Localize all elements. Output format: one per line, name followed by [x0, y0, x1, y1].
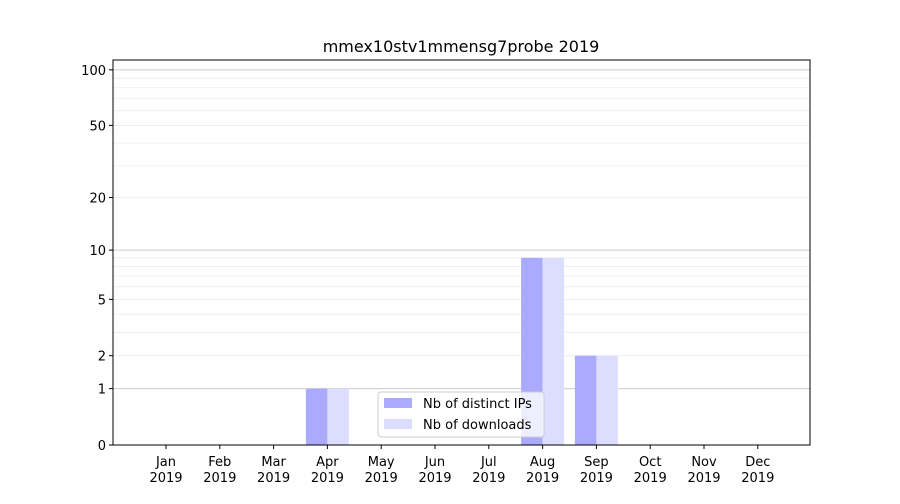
bar-downloads [327, 388, 349, 445]
x-tick-label-year: 2019 [311, 471, 344, 486]
x-tick-label: Jun [424, 455, 445, 470]
x-tick-label-year: 2019 [526, 471, 559, 486]
y-tick-label: 0 [98, 439, 106, 454]
x-tick-label-year: 2019 [418, 471, 451, 486]
chart-title: mmex10stv1mmensg7probe 2019 [323, 37, 600, 56]
x-tick-label: Mar [261, 455, 286, 470]
x-tick-label-year: 2019 [741, 471, 774, 486]
bar-downloads [596, 355, 618, 445]
x-tick-label: Jan [155, 455, 176, 470]
x-tick-label: Aug [530, 455, 555, 470]
x-tick-label: Apr [316, 455, 339, 470]
x-tick-label: Sep [584, 455, 609, 470]
plot-frame [112, 59, 811, 446]
legend-box [377, 391, 545, 438]
x-tick-label-year: 2019 [365, 471, 398, 486]
y-tick-label: 5 [98, 293, 106, 308]
x-tick-label: Nov [691, 455, 717, 470]
bar-distinct-ips [574, 355, 597, 445]
x-tick-label-year: 2019 [149, 471, 182, 486]
legend-swatch [384, 398, 412, 408]
y-tick-label: 100 [81, 64, 106, 79]
y-tick-label: 2 [98, 350, 106, 365]
legend-label: Nb of downloads [423, 418, 532, 433]
x-tick-label: Jul [480, 455, 497, 470]
bar-downloads [542, 257, 565, 445]
x-tick-label-year: 2019 [472, 471, 505, 486]
bar-distinct-ips [305, 388, 328, 445]
y-tick-label: 50 [89, 119, 106, 134]
x-tick-label: May [368, 455, 395, 470]
legend-swatch [384, 419, 412, 429]
x-tick-label-year: 2019 [257, 471, 290, 486]
x-tick-label-year: 2019 [687, 471, 720, 486]
x-tick-label: Dec [745, 455, 770, 470]
y-tick-label: 1 [98, 383, 106, 398]
x-tick-label-year: 2019 [580, 471, 613, 486]
y-tick-label: 20 [89, 192, 106, 207]
x-tick-label: Feb [208, 455, 231, 470]
x-tick-label-year: 2019 [634, 471, 667, 486]
x-tick-label-year: 2019 [203, 471, 236, 486]
legend: Nb of distinct IPs Nb of downloads [377, 391, 545, 438]
y-tick-label: 10 [89, 244, 106, 259]
legend-label: Nb of distinct IPs [423, 397, 532, 412]
x-tick-label: Oct [639, 455, 661, 470]
